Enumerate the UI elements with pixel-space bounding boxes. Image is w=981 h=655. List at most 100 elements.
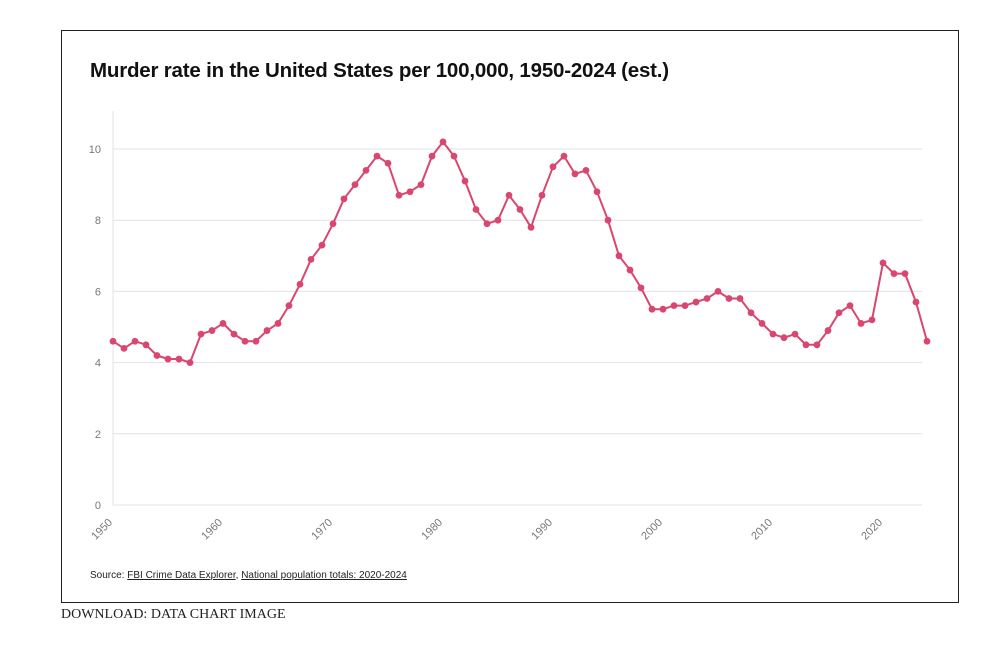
- data-point: [307, 255, 315, 263]
- data-point: [219, 320, 227, 327]
- data-point: [197, 330, 205, 338]
- data-point: [615, 252, 623, 260]
- data-point: [296, 280, 304, 288]
- data-point: [582, 166, 590, 174]
- data-point: [175, 355, 183, 363]
- data-point: [923, 337, 931, 345]
- data-point: [780, 334, 788, 342]
- data-point: [725, 295, 733, 302]
- data-point: [120, 344, 128, 352]
- data-point: [879, 259, 887, 267]
- data-point: [241, 337, 249, 345]
- data-point: [714, 288, 722, 295]
- data-point: [142, 341, 150, 349]
- data-point: [164, 355, 172, 363]
- chart-card: Murder rate in the United States per 100…: [61, 30, 959, 603]
- data-point: [285, 302, 293, 310]
- data-point: [571, 170, 579, 178]
- data-point: [483, 220, 491, 228]
- data-point: [384, 159, 392, 167]
- data-point: [186, 359, 194, 366]
- data-point: [373, 152, 381, 160]
- data-point: [912, 298, 920, 306]
- data-point: [868, 316, 876, 324]
- data-point: [802, 341, 810, 349]
- y-tick-label: 8: [95, 215, 101, 227]
- data-point: [538, 191, 546, 199]
- data-point: [153, 352, 161, 359]
- x-tick-label: 2000: [639, 517, 665, 543]
- data-point: [428, 152, 436, 160]
- data-point: [692, 298, 700, 306]
- data-point: [131, 337, 139, 345]
- data-point: [439, 138, 447, 146]
- data-point: [230, 330, 238, 338]
- line-chart: 0 2 4 6 8 10 1950 1960 1970 1980 1990 2000 2010 2020: [89, 111, 931, 543]
- data-point: [604, 216, 612, 224]
- data-point: [351, 181, 359, 189]
- data-point: [769, 330, 777, 338]
- data-point: [626, 266, 634, 274]
- data-point: [406, 188, 414, 196]
- data-point: [791, 330, 799, 338]
- data-point: [252, 337, 260, 345]
- source-link-fbi[interactable]: FBI Crime Data Explorer: [127, 570, 236, 581]
- data-point: [857, 320, 865, 327]
- source-separator: ,: [235, 570, 242, 581]
- data-point: [824, 327, 832, 334]
- data-point: [472, 206, 480, 213]
- x-tick-label: 1980: [419, 517, 445, 543]
- data-point: [670, 302, 678, 310]
- download-bar: DOWNLOAD: DATA CHART IMAGE: [61, 607, 286, 623]
- source-note: Source: FBI Crime Data Explorer, Nationa…: [90, 570, 407, 581]
- data-point: [703, 295, 711, 302]
- y-tick-label: 2: [95, 429, 101, 441]
- data-point: [450, 152, 458, 160]
- data-point: [318, 241, 326, 249]
- data-point: [340, 195, 348, 203]
- data-point: [109, 337, 117, 345]
- data-point: [758, 320, 766, 327]
- data-point: [362, 166, 370, 174]
- data-point: [461, 177, 469, 185]
- data-point: [659, 305, 667, 313]
- y-tick-label: 0: [95, 500, 101, 512]
- data-point: [560, 152, 568, 160]
- data-point: [846, 302, 854, 310]
- data-point: [395, 191, 403, 199]
- chart-title: Murder rate in the United States per 100…: [90, 59, 669, 82]
- download-chart-image-link[interactable]: CHART IMAGE: [189, 607, 286, 622]
- x-tick-label: 1970: [309, 517, 335, 543]
- download-prefix: DOWNLOAD:: [61, 607, 151, 622]
- x-tick-label: 1960: [199, 517, 225, 543]
- data-point: [263, 327, 271, 334]
- data-point: [637, 284, 645, 292]
- series-line: [112, 140, 928, 364]
- data-point: [417, 181, 425, 189]
- data-point: [274, 320, 282, 327]
- data-point: [527, 223, 535, 231]
- data-point: [549, 163, 557, 171]
- x-tick-label: 1950: [89, 517, 115, 543]
- data-point: [329, 220, 337, 228]
- y-tick-label: 6: [95, 286, 101, 298]
- data-point: [813, 341, 821, 349]
- x-tick-label: 2010: [749, 517, 775, 543]
- data-point: [505, 191, 513, 199]
- source-link-population[interactable]: National population totals: 2020-2024: [241, 570, 407, 581]
- y-tick-label: 10: [89, 144, 101, 156]
- data-point: [593, 188, 601, 196]
- data-point: [681, 302, 689, 310]
- data-point: [736, 295, 744, 302]
- data-point: [516, 206, 524, 213]
- source-prefix: Source:: [90, 570, 128, 581]
- data-point: [648, 305, 656, 313]
- data-point: [835, 309, 843, 317]
- data-point: [901, 270, 909, 277]
- x-tick-label: 2020: [859, 517, 885, 543]
- x-tick-label: 1990: [529, 517, 555, 543]
- y-tick-label: 4: [95, 358, 101, 370]
- data-point: [747, 309, 755, 317]
- data-point: [890, 270, 898, 277]
- download-data-link[interactable]: DATA: [150, 607, 187, 622]
